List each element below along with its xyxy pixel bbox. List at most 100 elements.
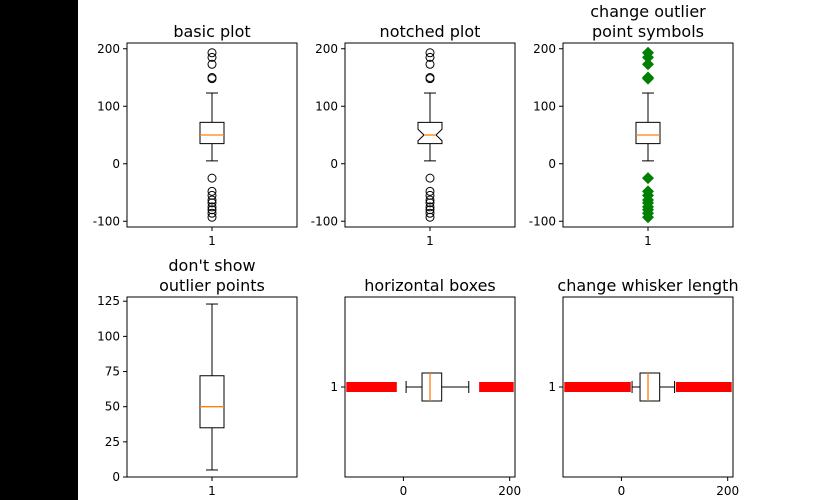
outlier-point — [612, 382, 621, 392]
outlier-point — [207, 173, 217, 183]
box — [199, 121, 225, 145]
y-tick-label: -100 — [311, 214, 338, 228]
outlier-point — [207, 186, 217, 196]
y-tick-label: 0 — [112, 157, 120, 171]
outlier-point — [207, 208, 217, 218]
box — [635, 121, 661, 145]
box — [639, 372, 661, 402]
outlier-point — [425, 212, 435, 222]
y-tick-label: 0 — [330, 157, 338, 171]
outlier-point — [425, 52, 435, 62]
outlier-point — [505, 382, 514, 392]
outlier-point — [207, 52, 217, 62]
outlier-point — [425, 48, 435, 58]
outlier-point — [686, 382, 695, 392]
x-tick-label: 1 — [208, 484, 216, 498]
subplot-2: notched plot -100 0 100 200 1 — [311, 22, 516, 248]
y-tick-label: 200 — [315, 42, 338, 56]
y-tick-label: 125 — [97, 294, 120, 308]
y-tick-label: 100 — [97, 329, 120, 343]
outlier-point — [425, 198, 435, 208]
outlier-point — [622, 382, 631, 392]
axes-frame — [562, 42, 734, 228]
outlier-point — [642, 211, 654, 224]
outlier-point — [425, 205, 435, 215]
outlier-point — [207, 74, 217, 84]
subplot-title: basic plot — [173, 22, 250, 41]
y-tick-label: 25 — [105, 435, 120, 449]
x-tick-label: 1 — [644, 234, 652, 248]
axes-frame — [126, 42, 298, 228]
subplot-5: horizontal boxes 0 200 1 — [330, 276, 521, 498]
x-tick-label: 1 — [208, 234, 216, 248]
notched-box — [417, 121, 443, 145]
subplot-title: don't show — [168, 256, 255, 275]
outlier-point — [425, 74, 435, 84]
y-tick-label: 100 — [97, 99, 120, 113]
subplot-title: outlier points — [159, 276, 265, 295]
outlier-point — [425, 186, 435, 196]
subplot-6: change whisker length 0 200 1 — [548, 276, 739, 498]
box — [199, 375, 225, 429]
subplot-title: point symbols — [592, 22, 704, 41]
outlier-point — [207, 48, 217, 58]
outlier-point — [606, 382, 615, 392]
subplot-title: change outlier — [590, 2, 706, 21]
outlier-point — [702, 382, 711, 392]
box — [421, 372, 443, 402]
y-tick-label: 100 — [533, 99, 556, 113]
axes-frame — [344, 296, 516, 478]
outlier-point — [207, 190, 217, 200]
outlier-point — [425, 173, 435, 183]
outlier-point — [207, 59, 217, 69]
outlier-point — [425, 190, 435, 200]
outlier-point — [642, 58, 654, 71]
x-tick-label: 0 — [400, 484, 408, 498]
y-tick-label: 50 — [105, 400, 120, 414]
outlier-point — [425, 202, 435, 212]
y-tick-label: 0 — [112, 470, 120, 484]
subplot-title: change whisker length — [557, 276, 738, 295]
y-tick-label: -100 — [529, 214, 556, 228]
x-tick-label: 0 — [618, 484, 626, 498]
outlier-point — [691, 382, 700, 392]
outlier-point — [489, 382, 498, 392]
axes-frame — [344, 42, 516, 228]
y-tick-label: 200 — [533, 42, 556, 56]
outlier-point — [642, 172, 654, 185]
outlier-point — [425, 59, 435, 69]
outlier-point — [207, 212, 217, 222]
outlier-point — [207, 205, 217, 215]
figure-background — [78, 0, 825, 500]
subplot-1: basic plot -100 0 100 200 1 — [93, 22, 298, 248]
x-tick-label: 1 — [426, 234, 434, 248]
axes-frame — [126, 296, 298, 478]
subplot-title: horizontal boxes — [364, 276, 496, 295]
y-tick-label: 75 — [105, 365, 120, 379]
outlier-point — [642, 51, 654, 64]
outlier-point — [207, 198, 217, 208]
y-tick-label: 1 — [548, 380, 556, 394]
outlier-point — [207, 202, 217, 212]
outlier-point — [380, 382, 389, 392]
y-tick-label: 100 — [315, 99, 338, 113]
y-tick-label: 1 — [330, 380, 338, 394]
outlier-point — [642, 72, 654, 85]
outlier-point — [425, 208, 435, 218]
outlier-point — [484, 382, 493, 392]
outlier-point — [388, 382, 397, 392]
y-tick-label: 200 — [97, 42, 120, 56]
outlier-point — [723, 382, 732, 392]
x-tick-label: 200 — [716, 484, 739, 498]
x-tick-label: 200 — [498, 484, 521, 498]
y-tick-label: 0 — [548, 157, 556, 171]
axes-frame — [562, 296, 734, 478]
subplot-title: notched plot — [380, 22, 481, 41]
y-tick-label: -100 — [93, 214, 120, 228]
outlier-point — [207, 195, 217, 205]
outlier-point — [425, 195, 435, 205]
outlier-point — [707, 382, 716, 392]
